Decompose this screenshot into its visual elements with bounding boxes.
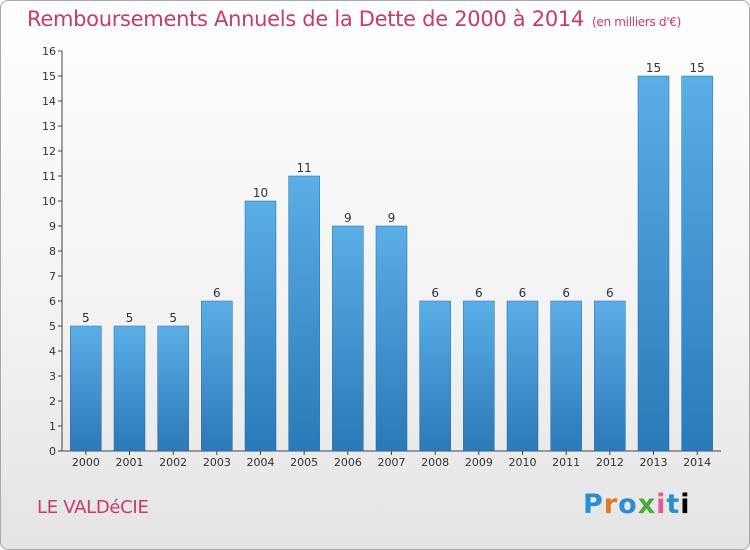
logo-letter: t <box>666 489 681 520</box>
y-tick-label: 5 <box>49 320 56 333</box>
bar <box>550 300 582 452</box>
y-tick-label: 7 <box>49 270 56 283</box>
x-tick-label: 2010 <box>509 456 537 469</box>
y-tick-label: 15 <box>42 70 56 83</box>
x-tick-label: 2013 <box>640 456 668 469</box>
proxiti-logo: Proxiti <box>583 489 691 520</box>
y-tick-label: 2 <box>49 395 56 408</box>
bar <box>157 325 189 452</box>
data-label: 11 <box>297 161 312 175</box>
data-label: 6 <box>562 286 570 300</box>
x-tick-label: 2001 <box>116 456 144 469</box>
y-tick-label: 1 <box>49 420 56 433</box>
data-label: 9 <box>388 211 396 225</box>
y-tick-label: 6 <box>49 295 56 308</box>
y-tick-label: 10 <box>42 195 56 208</box>
bar <box>70 325 102 452</box>
x-tick-label: 2014 <box>683 456 711 469</box>
bar <box>113 325 146 452</box>
data-label: 6 <box>431 286 439 300</box>
x-tick-label: 2000 <box>72 456 100 469</box>
title-unit: (en milliers d'€) <box>592 15 682 29</box>
data-label: 10 <box>253 186 268 200</box>
x-tick-label: 2004 <box>247 456 275 469</box>
bar <box>637 75 670 452</box>
title-text: Remboursements Annuels de la Dette de 20… <box>27 7 584 31</box>
bar <box>419 300 451 452</box>
data-label: 5 <box>169 311 177 325</box>
y-tick-label: 4 <box>49 345 56 358</box>
data-label: 15 <box>690 61 705 75</box>
bar <box>594 300 626 452</box>
bar <box>463 300 495 452</box>
logo-letter: i <box>656 489 667 520</box>
x-tick-label: 2002 <box>159 456 187 469</box>
y-tick-label: 0 <box>49 445 56 458</box>
bar <box>288 175 320 452</box>
data-label: 6 <box>606 286 614 300</box>
y-tick-label: 13 <box>42 120 56 133</box>
logo-letter: o <box>618 489 638 520</box>
x-tick-label: 2007 <box>378 456 406 469</box>
data-label: 6 <box>475 286 483 300</box>
bar <box>201 300 233 452</box>
data-label: 6 <box>519 286 527 300</box>
y-tick-label: 11 <box>42 170 56 183</box>
logo-letter: r <box>603 489 619 520</box>
bar <box>244 200 277 452</box>
logo-letter: i <box>680 489 691 520</box>
bar <box>375 225 408 452</box>
y-tick-label: 8 <box>49 245 56 258</box>
data-label: 15 <box>646 61 661 75</box>
data-label: 9 <box>344 211 352 225</box>
bar <box>506 300 539 452</box>
bar <box>332 225 364 452</box>
y-tick-label: 14 <box>42 95 56 108</box>
x-tick-label: 2012 <box>596 456 624 469</box>
x-tick-label: 2006 <box>334 456 362 469</box>
y-tick-label: 12 <box>42 145 56 158</box>
logo-letter: P <box>583 489 604 520</box>
y-tick-label: 16 <box>42 45 56 58</box>
chart-title: Remboursements Annuels de la Dette de 20… <box>27 7 681 31</box>
data-label: 5 <box>82 311 90 325</box>
commune-name: LE VALDéCIE <box>37 497 149 518</box>
y-tick-label: 3 <box>49 370 56 383</box>
y-tick-label: 9 <box>49 220 56 233</box>
x-tick-label: 2005 <box>290 456 318 469</box>
bar <box>681 75 713 452</box>
x-tick-label: 2011 <box>552 456 580 469</box>
x-tick-label: 2003 <box>203 456 231 469</box>
logo-letter: x <box>637 489 657 520</box>
x-tick-label: 2009 <box>465 456 493 469</box>
x-tick-label: 2008 <box>421 456 449 469</box>
data-label: 6 <box>213 286 221 300</box>
data-label: 5 <box>126 311 134 325</box>
